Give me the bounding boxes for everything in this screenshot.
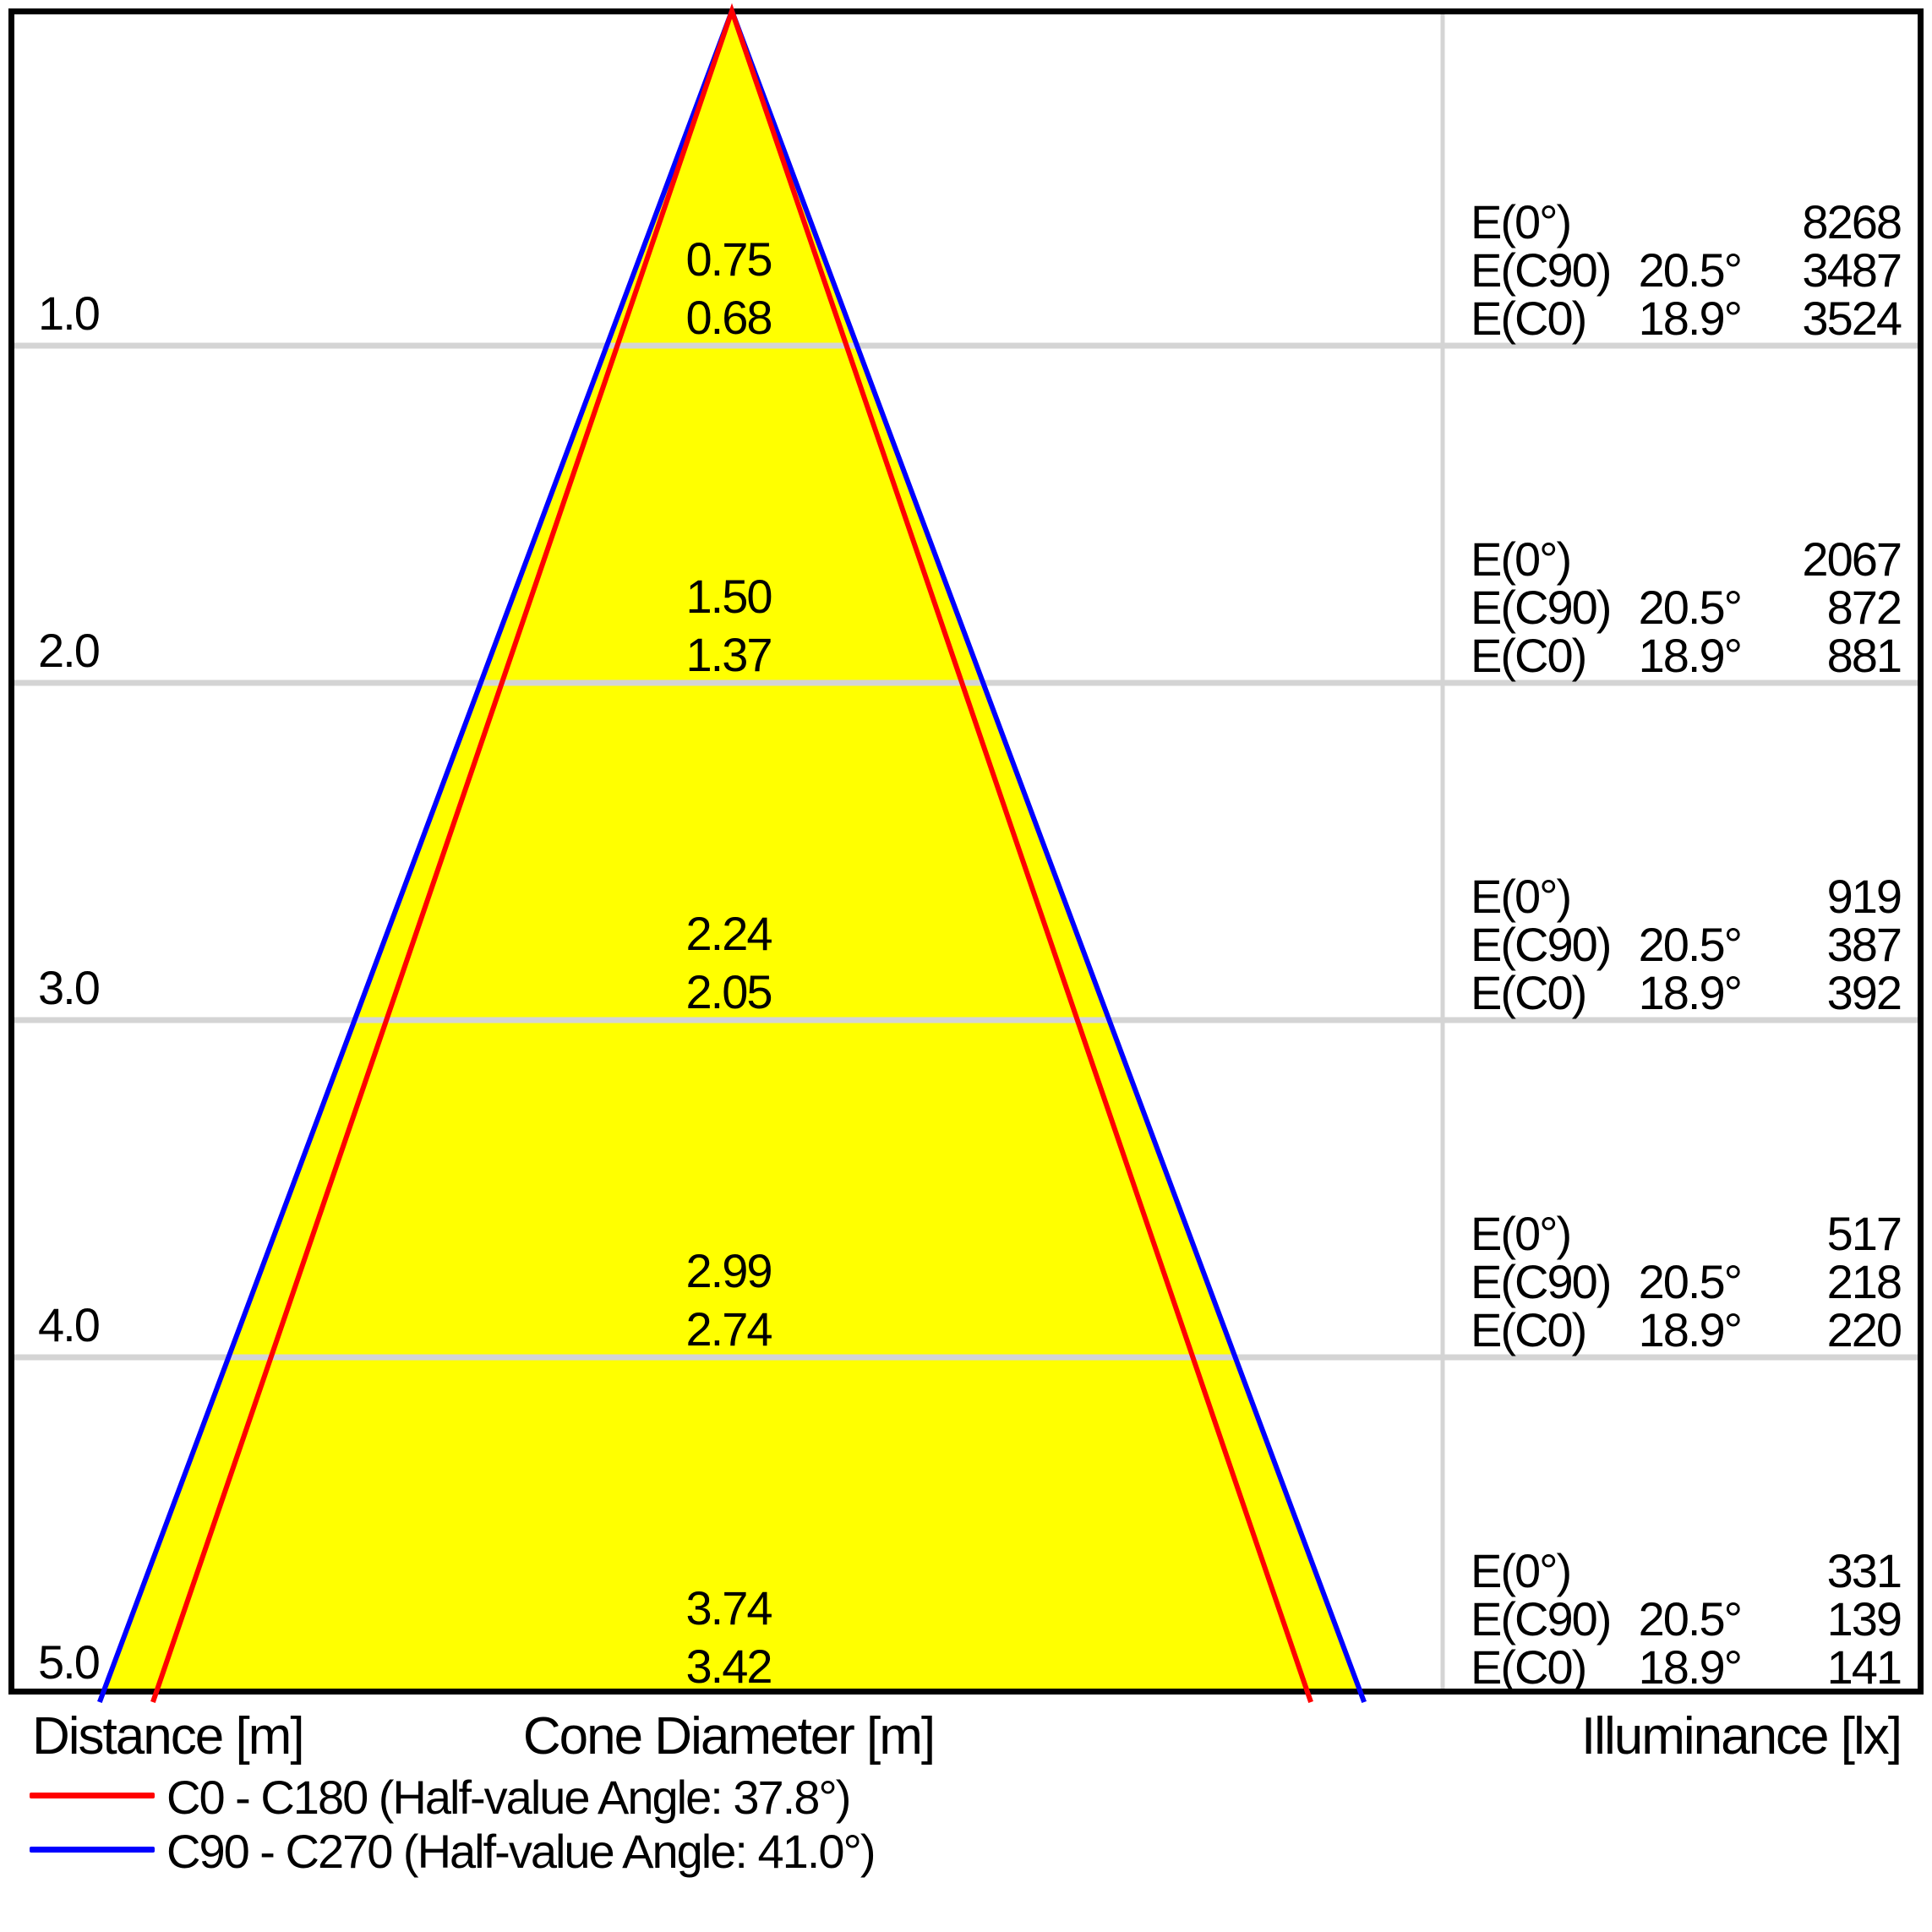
e0-value: 919	[1826, 870, 1902, 923]
ec90-label: E(C90)	[1471, 243, 1612, 297]
ec0-angle: 18.9°	[1638, 1303, 1743, 1356]
table-row: 1.0 0.75 0.68 E(0°) 8268 E(C90) 20.5° 34…	[0, 8, 1932, 346]
distance-value: 5.0	[38, 1635, 101, 1689]
distance-value: 3.0	[38, 961, 101, 1014]
ec0-value: 392	[1826, 966, 1902, 1019]
distance-value: 2.0	[38, 624, 101, 677]
illuminance-line: E(C90) 20.5° 3487	[1471, 243, 1902, 297]
legend-c0-label: C0 - C180 (Half-value Angle: 37.8°)	[166, 1771, 851, 1824]
distance-value: 1.0	[38, 287, 101, 340]
legend-c0-line-icon	[30, 1793, 155, 1798]
illuminance-axis-label: Illuminance [lx]	[1580, 1707, 1902, 1766]
illuminance-line: E(0°) 8268	[1471, 195, 1902, 248]
e0-label: E(0°)	[1471, 532, 1572, 586]
cone-diameter-c0-value: 1.37	[685, 628, 773, 681]
cone-diameter-c90-value: 1.50	[685, 570, 773, 623]
illuminance-line: E(0°) 517	[1471, 1207, 1902, 1260]
illuminance-line: E(0°) 919	[1471, 870, 1902, 923]
ec90-value: 387	[1826, 918, 1902, 971]
ec90-label: E(C90)	[1471, 918, 1612, 971]
ec0-label: E(C0)	[1471, 629, 1587, 682]
e0-label: E(0°)	[1471, 195, 1572, 248]
ec0-value: 220	[1826, 1303, 1902, 1356]
table-row: 3.0 2.24 2.05 E(0°) 919 E(C90) 20.5° 387…	[0, 683, 1932, 1020]
ec0-label: E(C0)	[1471, 966, 1587, 1019]
illuminance-line: E(0°) 331	[1471, 1544, 1902, 1597]
illuminance-line: E(C0) 18.9° 141	[1471, 1640, 1902, 1694]
e0-label: E(0°)	[1471, 870, 1572, 923]
cone-diameter-c90-value: 2.99	[685, 1244, 773, 1297]
ec0-value: 3524	[1802, 292, 1902, 345]
cone-diameter-c0-value: 2.74	[685, 1302, 773, 1356]
illuminance-line: E(C90) 20.5° 218	[1471, 1255, 1902, 1308]
ec0-value: 881	[1826, 629, 1902, 682]
ec90-value: 872	[1826, 581, 1902, 634]
ec90-label: E(C90)	[1471, 581, 1612, 634]
illuminance-line: E(C0) 18.9° 392	[1471, 966, 1902, 1019]
illuminance-line: E(C90) 20.5° 872	[1471, 581, 1902, 634]
ec0-angle: 18.9°	[1638, 629, 1743, 682]
ec0-value: 141	[1826, 1640, 1902, 1694]
ec0-label: E(C0)	[1471, 292, 1587, 345]
ec90-angle: 20.5°	[1638, 1592, 1743, 1645]
illuminance-line: E(C90) 20.5° 387	[1471, 918, 1902, 971]
illuminance-line: E(C0) 18.9° 3524	[1471, 292, 1902, 345]
cone-diameter-c0-value: 3.42	[685, 1640, 773, 1693]
table-row: 4.0 2.99 2.74 E(0°) 517 E(C90) 20.5° 218…	[0, 1020, 1932, 1357]
e0-value: 331	[1826, 1544, 1902, 1597]
illuminance-line: E(0°) 2067	[1471, 532, 1902, 586]
ec90-value: 139	[1826, 1592, 1902, 1645]
legend-c90-line-icon	[30, 1847, 155, 1853]
ec90-angle: 20.5°	[1638, 1255, 1743, 1308]
cone-diameter-axis-label: Cone Diameter [m]	[522, 1707, 936, 1766]
e0-value: 517	[1826, 1207, 1902, 1260]
cone-diameter-c90-value: 3.74	[685, 1581, 773, 1635]
table-row: 5.0 3.74 3.42 E(0°) 331 E(C90) 20.5° 139…	[0, 1357, 1932, 1695]
e0-label: E(0°)	[1471, 1544, 1572, 1597]
distance-axis-label: Distance [m]	[32, 1707, 305, 1766]
ec90-angle: 20.5°	[1638, 243, 1743, 297]
ec90-value: 218	[1826, 1255, 1902, 1308]
ec0-label: E(C0)	[1471, 1303, 1587, 1356]
illuminance-line: E(C0) 18.9° 881	[1471, 629, 1902, 682]
ec0-label: E(C0)	[1471, 1640, 1587, 1694]
cone-diameter-c0-value: 2.05	[685, 965, 773, 1018]
illuminance-line: E(C0) 18.9° 220	[1471, 1303, 1902, 1356]
e0-label: E(0°)	[1471, 1207, 1572, 1260]
ec90-label: E(C90)	[1471, 1255, 1612, 1308]
distance-value: 4.0	[38, 1298, 101, 1351]
ec0-angle: 18.9°	[1638, 292, 1743, 345]
ec90-angle: 20.5°	[1638, 581, 1743, 634]
ec90-angle: 20.5°	[1638, 918, 1743, 971]
ec0-angle: 18.9°	[1638, 966, 1743, 1019]
ec0-angle: 18.9°	[1638, 1640, 1743, 1694]
table-row: 2.0 1.50 1.37 E(0°) 2067 E(C90) 20.5° 87…	[0, 346, 1932, 683]
ec90-value: 3487	[1802, 243, 1902, 297]
illuminance-line: E(C90) 20.5° 139	[1471, 1592, 1902, 1645]
cone-diameter-c0-value: 0.68	[685, 291, 773, 344]
cone-diameter-c90-value: 2.24	[685, 907, 773, 960]
e0-value: 2067	[1802, 532, 1902, 586]
e0-value: 8268	[1802, 195, 1902, 248]
cone-diameter-c90-value: 0.75	[685, 232, 773, 286]
legend-c90-label: C90 - C270 (Half-value Angle: 41.0°)	[166, 1825, 876, 1878]
ec90-label: E(C90)	[1471, 1592, 1612, 1645]
